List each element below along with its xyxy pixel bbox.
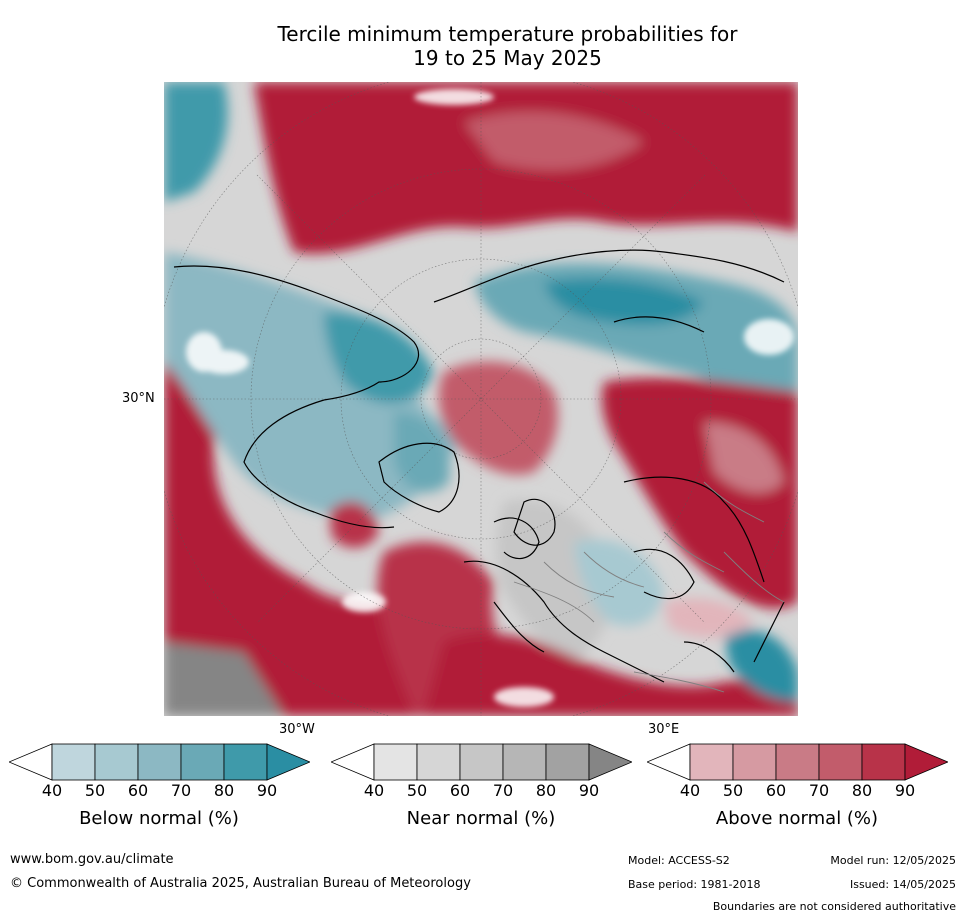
map-title: Tercile minimum temperature probabilitie… [250, 22, 765, 70]
colorbar-tick-label: 90 [256, 781, 278, 800]
colorbar-lower-extension [647, 743, 691, 781]
colorbar-tick-label: 70 [808, 781, 830, 800]
colorbar-tick-label: 90 [578, 781, 600, 800]
colorbar-svg [9, 743, 310, 781]
colorbar-bin [94, 743, 139, 781]
colorbar-bin [545, 743, 590, 781]
colorbar-tick-label: 50 [406, 781, 428, 800]
colorbar-bin [459, 743, 504, 781]
longitude-label-east: 30°E [648, 722, 680, 737]
colorbar-upper-extension [266, 743, 310, 781]
model-run-text: Model run: 12/05/2025 [830, 854, 956, 867]
longitude-label-west: 30°W [279, 722, 315, 737]
colorbar-below-normal [9, 743, 310, 781]
colorbar-above-normal [647, 743, 948, 781]
model-text: Model: ACCESS-S2 [628, 854, 730, 867]
colorbar-upper-extension [904, 743, 948, 781]
colorbar-title-below: Below normal (%) [79, 808, 239, 829]
colorbar-bin [818, 743, 863, 781]
title-line-2: 19 to 25 May 2025 [413, 46, 602, 70]
disclaimer-text: Boundaries are not considered authoritat… [712, 900, 956, 913]
colorbar-lower-extension [331, 743, 375, 781]
colorbar-bin [775, 743, 820, 781]
probability-map [164, 82, 798, 716]
colorbar-bin [689, 743, 734, 781]
colorbar-bin [861, 743, 906, 781]
colorbar-tick-label: 40 [679, 781, 701, 800]
colorbar-bin [373, 743, 418, 781]
colorbar-tick-label: 70 [170, 781, 192, 800]
colorbar-title-above: Above normal (%) [715, 808, 879, 829]
map-canvas [164, 82, 798, 716]
colorbar-tick-label: 80 [851, 781, 873, 800]
colorbar-title-near: Near normal (%) [406, 808, 556, 829]
issued-text: Issued: 14/05/2025 [849, 878, 956, 891]
latitude-label: 30°N [122, 391, 155, 406]
colorbar-tick-label: 60 [127, 781, 149, 800]
base-period-text: Base period: 1981-2018 [628, 878, 761, 891]
colorbar-tick-label: 80 [535, 781, 557, 800]
colorbar-tick-label: 90 [894, 781, 916, 800]
colorbar-upper-extension [588, 743, 632, 781]
colorbar-tick-label: 70 [492, 781, 514, 800]
colorbar-tick-label: 40 [41, 781, 63, 800]
colorbar-bin [137, 743, 182, 781]
colorbar-tick-label: 60 [765, 781, 787, 800]
colorbar-tick-label: 50 [722, 781, 744, 800]
colorbar-lower-extension [9, 743, 53, 781]
colorbar-bin [416, 743, 461, 781]
colorbar-bin [180, 743, 225, 781]
colorbar-bin [732, 743, 777, 781]
title-line-1: Tercile minimum temperature probabilitie… [277, 22, 738, 46]
colorbar-bin [502, 743, 547, 781]
colorbar-bin [223, 743, 268, 781]
colorbar-bin [51, 743, 96, 781]
colorbar-tick-label: 60 [449, 781, 471, 800]
colorbar-tick-label: 80 [213, 781, 235, 800]
colorbar-near-normal [331, 743, 632, 781]
colorbar-tick-label: 50 [84, 781, 106, 800]
colorbar-tick-label: 40 [363, 781, 385, 800]
colorbar-svg [331, 743, 632, 781]
colorbar-svg [647, 743, 948, 781]
website-text: www.bom.gov.au/climate [10, 852, 174, 867]
copyright-text: © Commonwealth of Australia 2025, Austra… [10, 876, 471, 891]
